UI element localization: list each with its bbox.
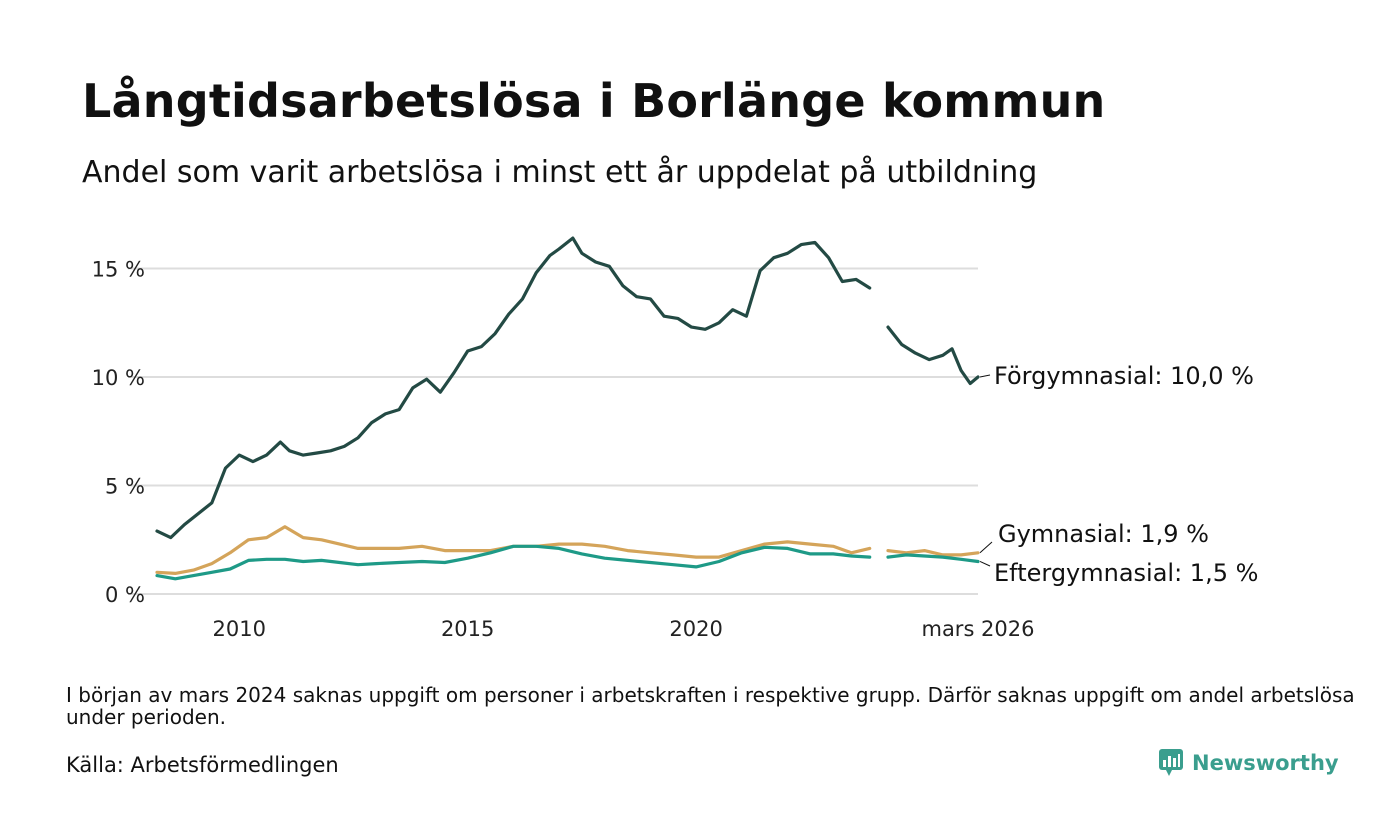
- x-tick-label: mars 2026: [921, 617, 1034, 641]
- chart-title: Långtidsarbetslösa i Borlänge kommun: [82, 74, 1106, 128]
- chart-subtitle: Andel som varit arbetslösa i minst ett å…: [82, 155, 1038, 190]
- x-tick-label: 2015: [441, 617, 494, 641]
- y-tick-label: 10 %: [92, 366, 145, 390]
- y-axis-tick-labels: 0 % 5 % 10 % 15 %: [92, 258, 145, 608]
- series-line-eftergymnasial: [155, 544, 872, 581]
- series-end-label: Eftergymnasial: 1,5 %: [994, 559, 1258, 587]
- label-leader-line: [979, 541, 993, 554]
- brand-logo: Newsworthy: [1158, 748, 1339, 778]
- series-lines: [155, 236, 980, 581]
- series-line-förgymnasial: [886, 325, 980, 386]
- y-tick-label: 15 %: [92, 258, 145, 282]
- series-end-label: Förgymnasial: 10,0 %: [994, 362, 1254, 390]
- brand-name: Newsworthy: [1192, 751, 1339, 775]
- y-tick-label: 5 %: [105, 475, 145, 499]
- footnote: I början av mars 2024 saknas uppgift om …: [66, 683, 1355, 729]
- series-line-förgymnasial: [155, 236, 872, 540]
- x-tick-label: 2020: [669, 617, 722, 641]
- x-axis-tick-labels: 2010 2015 2020 mars 2026: [213, 617, 1035, 641]
- series-end-labels: Förgymnasial: 10,0 % Gymnasial: 1,9 % Efte…: [979, 362, 1258, 587]
- x-tick-label: 2010: [213, 617, 266, 641]
- series-line-gymnasial: [886, 549, 980, 557]
- y-tick-label: 0 %: [105, 583, 145, 607]
- newsworthy-logo-icon: [1159, 749, 1183, 776]
- line-chart: 0 % 5 % 10 % 15 % 2010 2015 2020 mars 2026 För…: [92, 236, 1258, 641]
- series-end-label: Gymnasial: 1,9 %: [998, 520, 1209, 548]
- source-credit: Källa: Arbetsförmedlingen: [66, 753, 339, 777]
- series-line-eftergymnasial: [886, 553, 980, 564]
- label-leader-line: [979, 560, 991, 567]
- label-leader-line: [979, 374, 991, 378]
- series-line-gymnasial: [155, 525, 872, 575]
